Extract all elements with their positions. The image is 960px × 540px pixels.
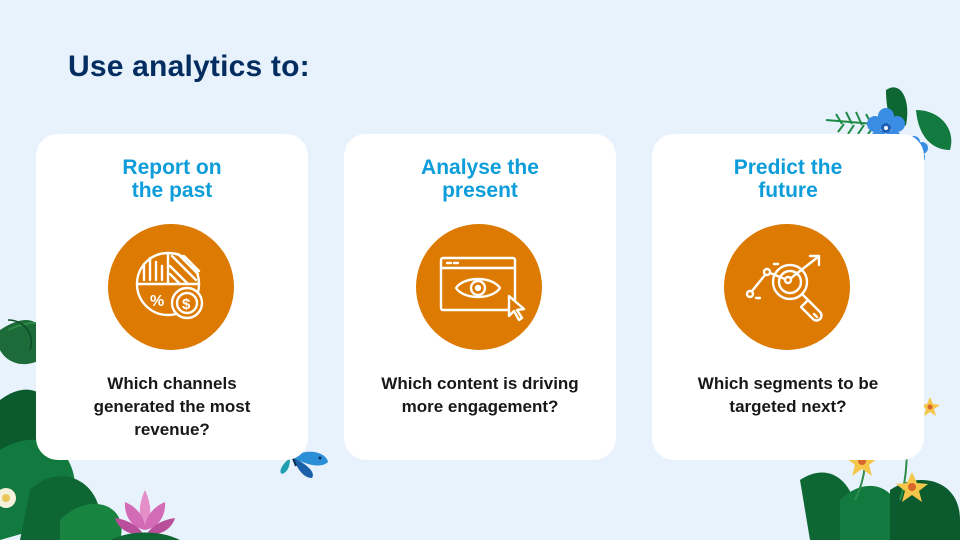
foliage-bottom-left-illustration [0, 319, 122, 540]
eye-browser-icon [416, 224, 542, 350]
card-description: Which segments to be targeted next? [697, 374, 879, 416]
slide-title: Use analytics to: [68, 50, 310, 83]
card-predict-future: Predict the future Which segments to be … [652, 134, 924, 460]
card-description: Which channels generated the most revenu… [93, 374, 251, 439]
svg-text:%: % [150, 293, 164, 310]
card-analyse-present: Analyse the present Which content is dri… [344, 134, 616, 460]
svg-text:$: $ [182, 296, 191, 313]
card-description: Which content is driving more engagement… [381, 374, 579, 416]
card-heading: Predict the future [733, 156, 843, 202]
white-flower-illustration [0, 488, 16, 508]
foliage-bottom-right-illustration [800, 397, 960, 540]
card-heading: Report on the past [122, 156, 222, 202]
card-report-on-past: Report on the past % $ Which channels ge… [36, 134, 308, 460]
pie-chart-dollar-icon: % $ [108, 224, 234, 350]
lotus-flower-illustration [110, 490, 180, 540]
card-heading: Analyse the present [421, 156, 539, 202]
trend-magnifier-icon [724, 224, 850, 350]
